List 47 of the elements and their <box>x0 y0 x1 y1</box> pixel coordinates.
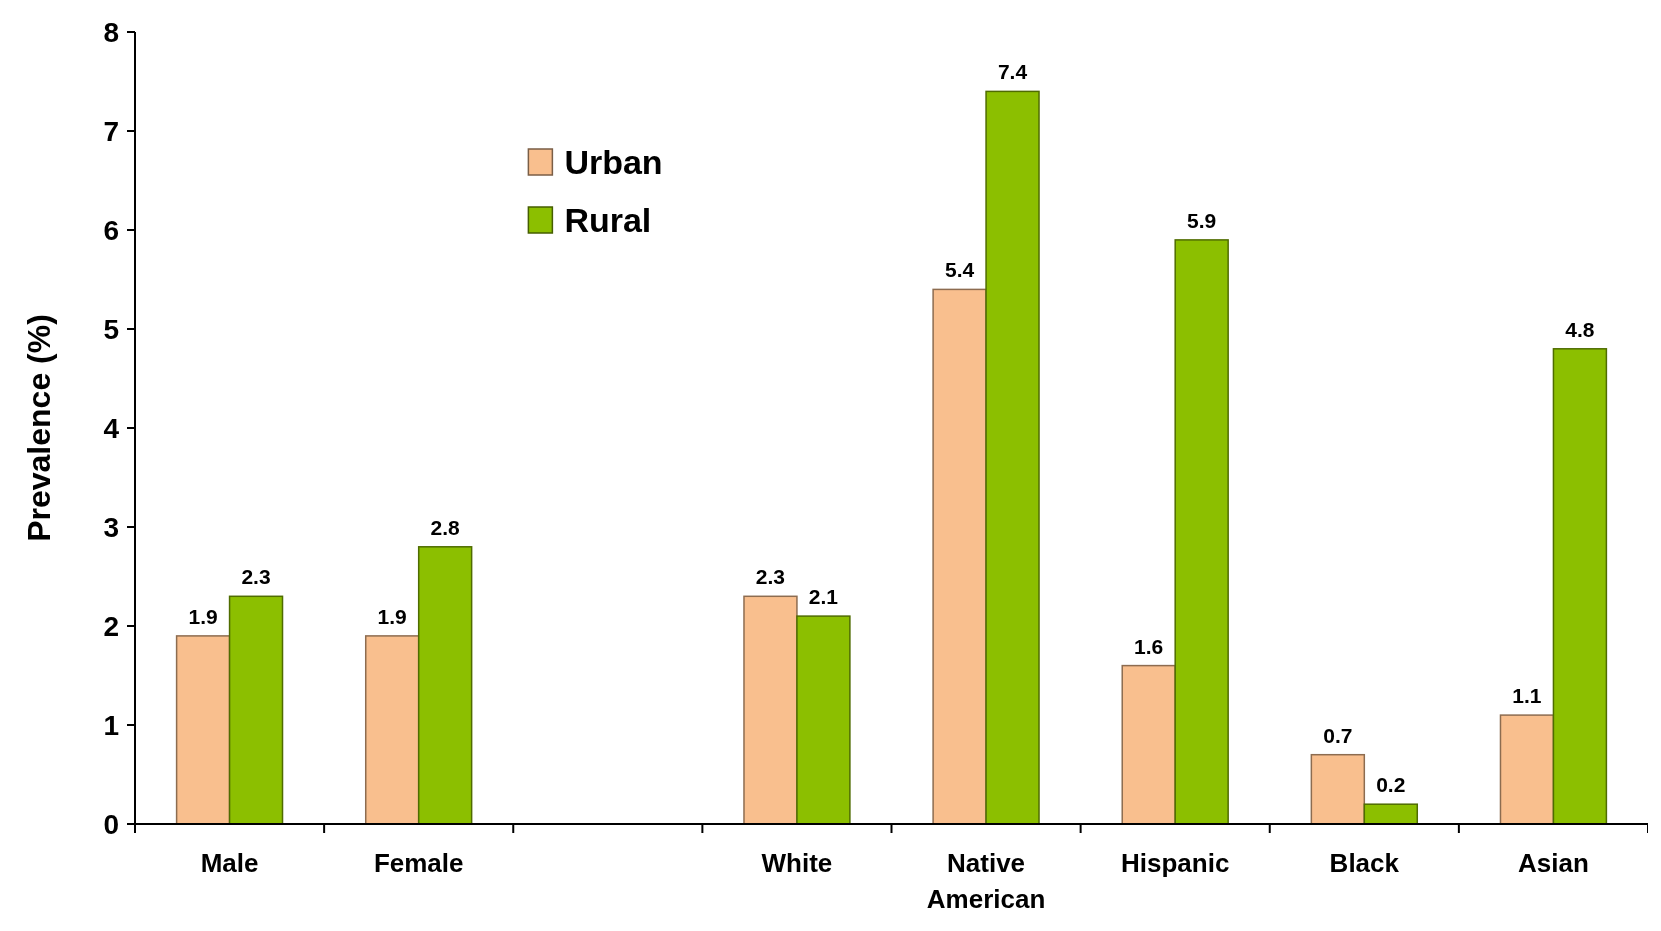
data-label: 5.9 <box>1187 208 1217 232</box>
x-tick-label: Native American <box>926 848 1046 914</box>
bar <box>796 615 851 825</box>
bar <box>932 288 987 825</box>
x-tick-label: Black <box>1329 848 1400 878</box>
data-label: 2.1 <box>808 585 839 609</box>
bar <box>985 90 1040 825</box>
bar <box>364 635 420 825</box>
y-tick-label: 7 <box>103 115 119 147</box>
bar <box>1310 753 1366 825</box>
data-label: 1.1 <box>1512 684 1542 708</box>
x-tick-label: Hispanic <box>1121 848 1230 878</box>
x-tick-label: Female <box>373 848 464 878</box>
y-tick-label: 3 <box>103 511 119 543</box>
data-label: 0.7 <box>1323 723 1353 747</box>
y-tick-label: 5 <box>103 313 119 345</box>
legend-label: Urban <box>564 142 663 181</box>
y-axis-title: Prevalence (%) <box>21 314 57 542</box>
bar <box>175 635 231 825</box>
bar <box>1552 348 1608 825</box>
bar <box>1363 803 1419 825</box>
data-label: 7.4 <box>997 60 1028 84</box>
bar <box>417 546 473 825</box>
data-label: 1.9 <box>377 604 407 628</box>
x-tick-label: Asian <box>1518 848 1589 878</box>
data-label: 2.3 <box>755 565 786 589</box>
data-label: 5.4 <box>944 258 975 282</box>
bar <box>743 595 798 825</box>
y-tick-label: 6 <box>103 214 119 246</box>
y-tick-label: 8 <box>103 16 119 48</box>
data-label: 2.3 <box>241 565 271 589</box>
data-label: 0.2 <box>1376 773 1406 797</box>
bar <box>1174 239 1229 825</box>
data-label: 1.9 <box>188 604 218 628</box>
data-label: 2.8 <box>430 515 461 539</box>
x-tick-label: Male <box>200 848 259 878</box>
bar <box>228 595 284 825</box>
legend-label: Rural <box>564 200 652 239</box>
y-tick-label: 0 <box>103 808 119 840</box>
data-label: 4.8 <box>1565 317 1595 341</box>
x-tick-label: White <box>761 848 833 878</box>
y-tick-label: 2 <box>103 610 119 642</box>
data-label: 1.6 <box>1134 634 1164 658</box>
y-tick-label: 1 <box>103 709 119 741</box>
y-tick-label: 4 <box>103 412 120 444</box>
bar <box>1499 714 1555 825</box>
bar <box>1121 664 1176 825</box>
